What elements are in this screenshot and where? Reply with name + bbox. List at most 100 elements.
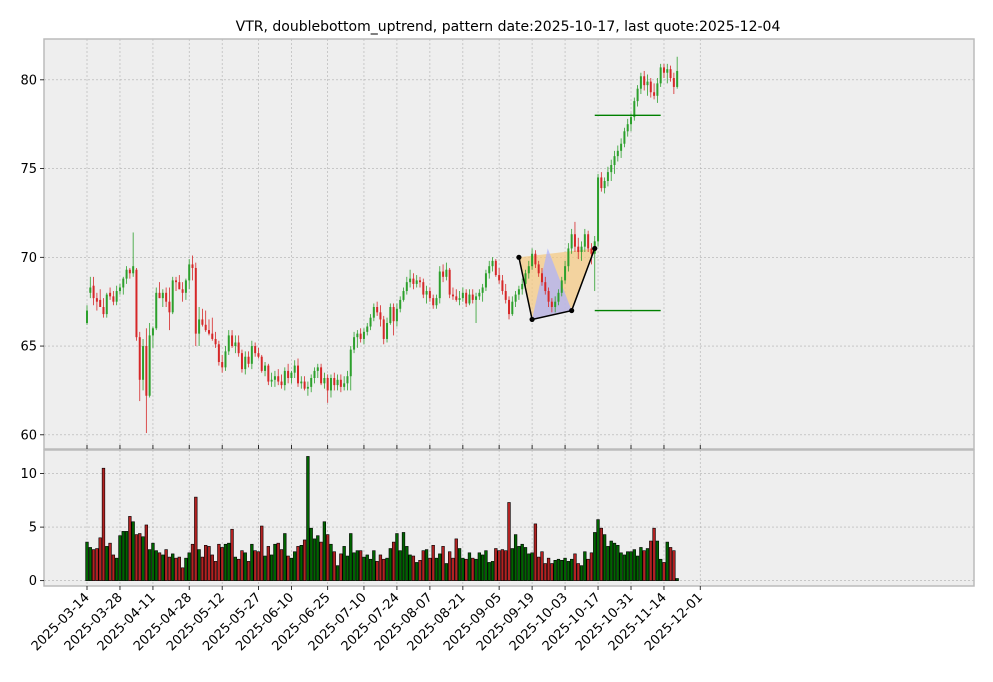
- volume-bar: [599, 527, 603, 581]
- volume-bar: [421, 550, 425, 581]
- volume-bar: [197, 549, 201, 581]
- volume-bar: [260, 525, 264, 581]
- candle-body: [326, 378, 329, 391]
- volume-bar: [108, 542, 112, 581]
- volume-bar: [635, 555, 640, 581]
- candle-body: [158, 292, 161, 299]
- volume-bar: [609, 540, 613, 581]
- candle-body: [287, 370, 290, 379]
- volume-bar: [217, 543, 221, 581]
- candle-body: [204, 324, 207, 331]
- level-lines: [594, 114, 661, 312]
- candle-body: [109, 292, 112, 297]
- volume-bar: [622, 554, 627, 581]
- candle-body: [626, 124, 629, 132]
- volume-bar: [243, 552, 247, 581]
- volume-bar: [167, 556, 172, 581]
- volume-bar: [467, 552, 472, 581]
- candle-body: [633, 101, 636, 118]
- candle-body: [382, 319, 385, 339]
- candle-body: [372, 307, 375, 318]
- volume-bar: [583, 551, 587, 581]
- candle-body: [478, 292, 481, 297]
- volume-bar: [645, 548, 650, 581]
- candle-body: [491, 260, 494, 267]
- candle-body: [646, 81, 649, 86]
- candle-body: [498, 275, 501, 281]
- candle-body: [306, 386, 309, 389]
- price-tick-label: 70: [20, 251, 37, 266]
- volume-bar: [293, 551, 297, 581]
- candle-body: [254, 346, 257, 354]
- candle-body: [610, 165, 613, 173]
- volume-bar: [500, 549, 505, 581]
- candle-body: [132, 266, 135, 274]
- volume-bar: [210, 554, 214, 581]
- candle-body: [623, 131, 626, 144]
- candle-body: [95, 298, 98, 302]
- candle-body: [501, 280, 504, 292]
- pattern-lines: [516, 245, 598, 323]
- candle-body: [359, 333, 362, 339]
- volume-bar: [164, 549, 168, 581]
- volume-bar: [533, 523, 538, 581]
- volume-bar: [668, 547, 673, 581]
- candle-body: [178, 282, 181, 290]
- candle-body: [89, 287, 92, 293]
- volume-bar: [448, 551, 452, 581]
- candle-body: [508, 299, 511, 315]
- volume-bar: [418, 559, 422, 581]
- candle-body: [471, 294, 474, 300]
- candle-body: [511, 301, 514, 315]
- pattern-point: [516, 254, 522, 260]
- volume-bar: [322, 521, 327, 581]
- volume-bar: [398, 550, 402, 581]
- volume-bar: [451, 557, 455, 581]
- candle-body: [181, 289, 184, 293]
- candle-body: [290, 372, 293, 379]
- volume-bar: [586, 558, 590, 581]
- candle-body: [405, 282, 408, 292]
- candle-body: [198, 319, 201, 334]
- volume-bar: [131, 521, 135, 581]
- candle-body: [639, 76, 642, 89]
- price-tick-label: 75: [20, 162, 37, 177]
- candle-body: [458, 298, 461, 300]
- candle-body: [504, 291, 507, 300]
- volume-bar: [111, 554, 116, 581]
- volume-bar: [237, 558, 241, 581]
- volume-bar: [342, 546, 346, 581]
- candle-body: [527, 266, 530, 274]
- volume-bar: [579, 565, 584, 581]
- volume-bar: [560, 559, 564, 581]
- candle-body: [224, 351, 227, 368]
- volume-bar: [345, 555, 350, 581]
- candle-body: [415, 280, 418, 284]
- volume-bar: [659, 558, 663, 581]
- volume-bar: [385, 557, 389, 581]
- volume-bar: [279, 549, 284, 581]
- candle-body: [399, 299, 402, 309]
- volume-bar: [207, 546, 211, 581]
- candle-body: [175, 280, 178, 283]
- candle-body: [455, 296, 458, 300]
- volume-bar: [520, 543, 524, 581]
- volume-bar: [319, 541, 323, 581]
- volume-bar: [101, 467, 106, 581]
- volume-bar: [174, 557, 178, 581]
- volume-bar: [365, 554, 369, 581]
- volume-bar: [477, 552, 481, 581]
- candle-body: [247, 356, 250, 364]
- candle-body: [597, 177, 600, 242]
- candle-body: [122, 278, 125, 288]
- candle-body: [524, 273, 527, 284]
- volume-bar: [510, 548, 514, 581]
- volume-bar: [550, 563, 554, 581]
- volume-bar: [138, 533, 142, 581]
- volume-bar: [299, 545, 303, 581]
- candle-body: [448, 269, 451, 295]
- volume-bar: [382, 558, 386, 581]
- candle-body: [280, 381, 283, 386]
- candle-body: [653, 92, 656, 96]
- candle-body: [554, 301, 557, 308]
